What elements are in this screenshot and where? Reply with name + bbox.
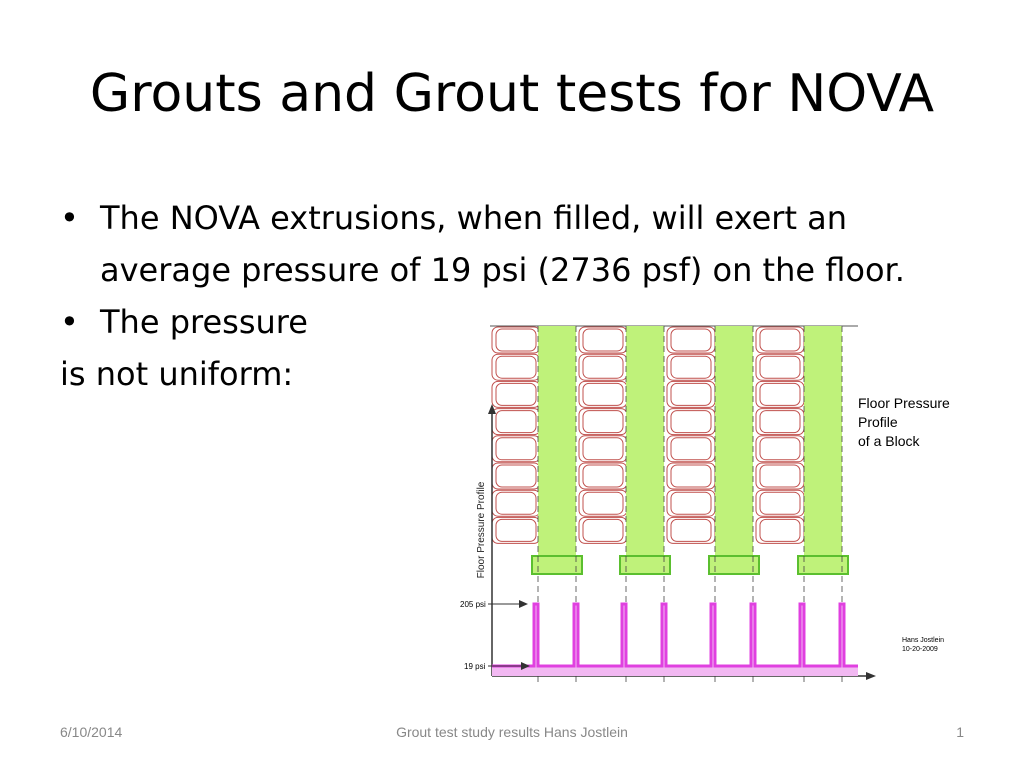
slide-title: Grouts and Grout tests for NOVA	[89, 64, 935, 124]
grout-column	[804, 326, 842, 558]
footer-date: 6/10/2014	[60, 724, 123, 740]
bullet-dot-icon: •	[60, 303, 79, 341]
bullet-text: The pressure	[100, 303, 308, 341]
extrusion-cell	[759, 355, 801, 379]
extrusion-cell	[670, 410, 712, 434]
bullet-dot-icon: •	[60, 199, 79, 237]
extrusion-cell	[495, 464, 537, 488]
green-columns	[531, 326, 849, 575]
extrusion-cell	[495, 491, 537, 515]
extrusion-cell	[495, 410, 537, 434]
continuation-text: is not uniform:	[60, 355, 294, 393]
footer-center-text: Grout test study results Hans Jostlein	[396, 724, 628, 740]
floor-pressure-diagram: 205 psi 19 psi Floor Pressure Profile Fl…	[460, 325, 950, 683]
bullet-item: • The pressure	[60, 296, 940, 348]
extrusion-cell	[670, 382, 712, 406]
signature-name: Hans Jostlein	[902, 637, 944, 644]
extrusion-cell	[582, 355, 624, 379]
extrusion-cell	[582, 382, 624, 406]
bullet-item: • The NOVA extrusions, when filled, will…	[60, 192, 940, 296]
extrusion-cell	[582, 491, 624, 515]
caption-line-2: Profile	[858, 414, 898, 430]
cell-stacks	[491, 326, 805, 544]
extrusion-cell	[495, 382, 537, 406]
grout-foot	[708, 555, 760, 575]
pressure-profile-fill	[492, 604, 858, 676]
pressure-profile-line	[492, 602, 858, 668]
grout-column	[626, 326, 664, 558]
extrusion-cell	[582, 437, 624, 461]
low-pointer-arrow-icon	[521, 662, 530, 670]
y-axis-label: Floor Pressure Profile	[476, 481, 487, 578]
extrusion-cell	[670, 518, 712, 542]
high-pressure-label: 205 psi	[460, 600, 486, 609]
high-pointer-arrow-icon	[519, 600, 528, 608]
extrusion-cell	[670, 437, 712, 461]
extrusion-cell	[670, 328, 712, 352]
grout-foot	[797, 555, 849, 575]
caption-line-3: of a Block	[858, 433, 920, 449]
extrusion-cell	[759, 382, 801, 406]
extrusion-cell	[670, 491, 712, 515]
grout-column	[715, 326, 753, 558]
x-axis-arrow-icon	[866, 672, 876, 680]
extrusion-cell	[759, 518, 801, 542]
footer-page-number: 1	[956, 724, 964, 740]
extrusion-cell	[670, 464, 712, 488]
grout-foot	[531, 555, 583, 575]
extrusion-cell	[495, 437, 537, 461]
extrusion-cell	[495, 518, 537, 542]
caption-line-1: Floor Pressure	[858, 395, 950, 411]
grout-column	[538, 326, 576, 558]
extrusion-cell	[759, 437, 801, 461]
extrusion-cell	[759, 491, 801, 515]
extrusion-cell	[759, 464, 801, 488]
extrusion-cell	[759, 410, 801, 434]
low-pressure-label: 19 psi	[464, 662, 486, 671]
extrusion-cell	[495, 328, 537, 352]
grout-foot	[619, 555, 671, 575]
bullet-text: The NOVA extrusions, when filled, will e…	[100, 199, 905, 289]
extrusion-cell	[582, 464, 624, 488]
extrusion-cell	[582, 410, 624, 434]
y-axis-arrow-icon	[488, 404, 496, 414]
extrusion-cell	[582, 328, 624, 352]
extrusion-cell	[582, 518, 624, 542]
extrusion-cell	[759, 328, 801, 352]
signature-date: 10-20-2009	[902, 646, 938, 653]
bullet-list: • The NOVA extrusions, when filled, will…	[60, 192, 940, 400]
extrusion-cell	[670, 355, 712, 379]
extrusion-cell	[495, 355, 537, 379]
